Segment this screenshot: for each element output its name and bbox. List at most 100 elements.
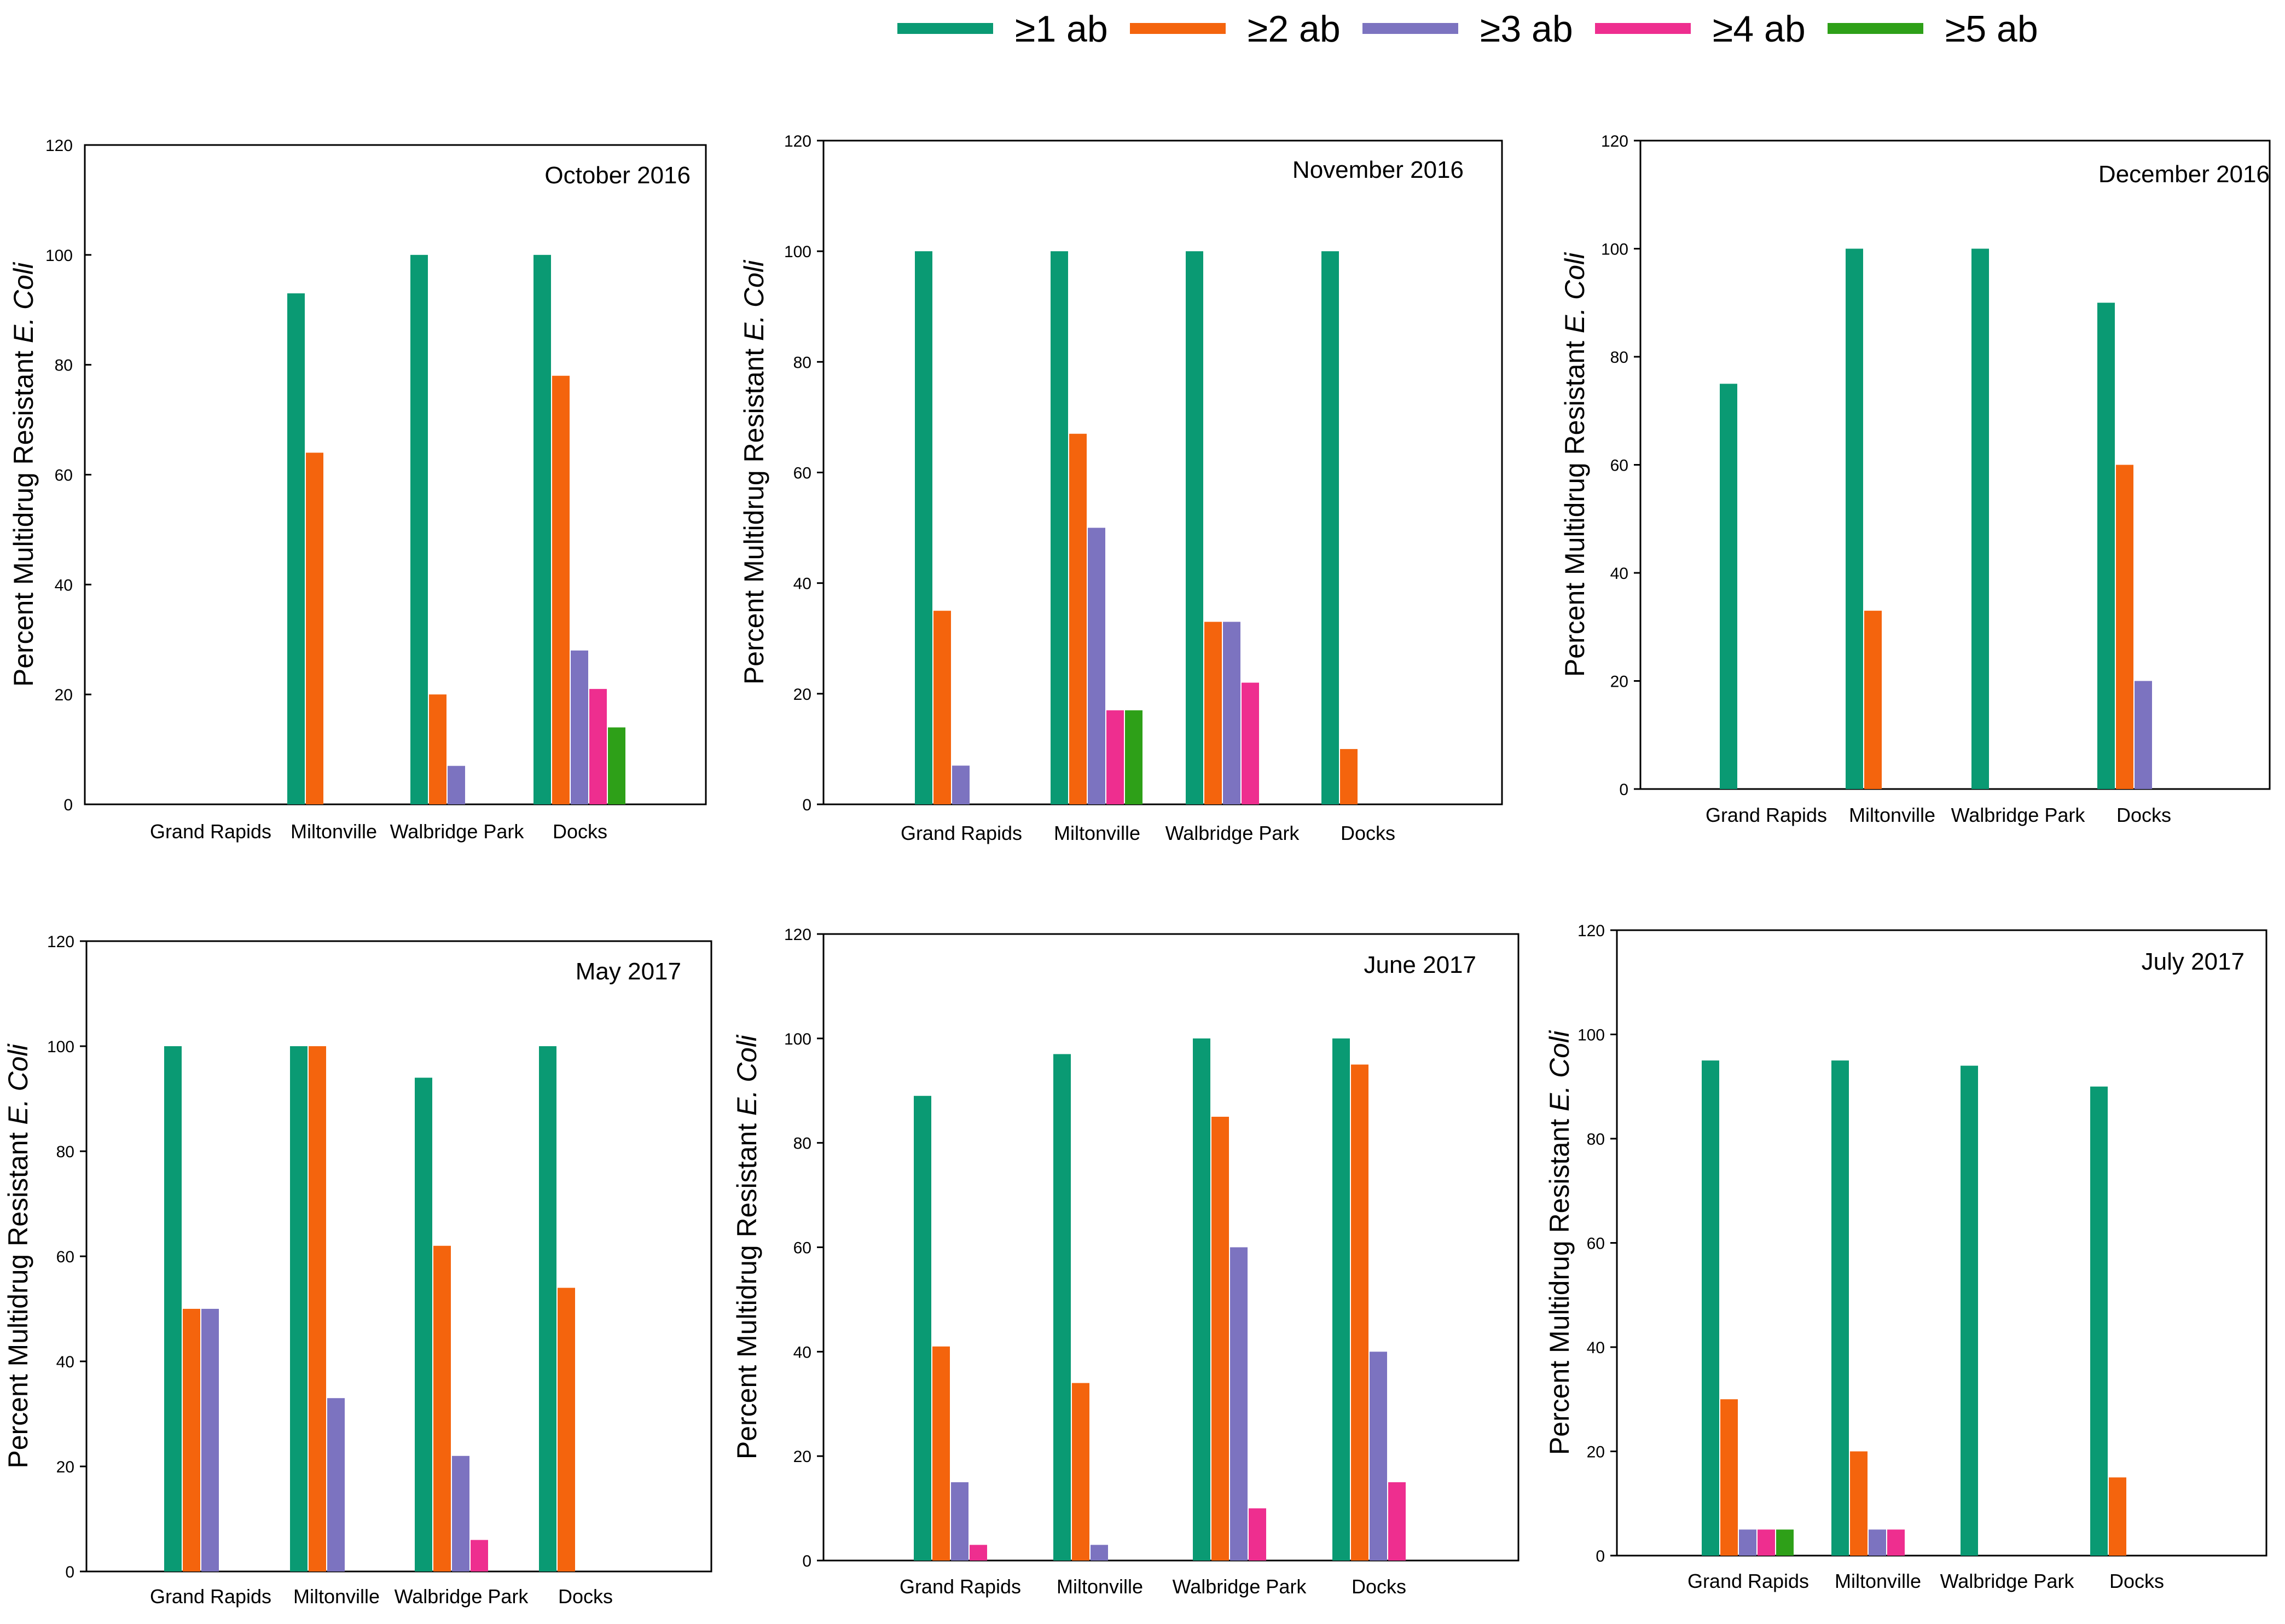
bar-miltonville-series-1: [290, 1046, 308, 1571]
bar-docks-series-3: [1370, 1352, 1387, 1561]
chart-panel: 0 20 40 60 80 100 120 Grand Rapids Miltonville Wa…: [1544, 922, 2267, 1592]
y-tick-label: 20: [56, 1458, 74, 1476]
panel-title: June 2017: [1364, 952, 1476, 978]
y-tick-label: 120: [47, 933, 74, 951]
bar-docks-series-3: [2135, 681, 2152, 789]
y-tick-label: 120: [45, 137, 73, 155]
x-category-label: Docks: [558, 1585, 613, 1608]
y-axis-title: Percent Multidrug Resistant E. Coli: [3, 1043, 33, 1468]
plot-frame: [84, 144, 707, 805]
y-axis-title-organism: E. Coli: [3, 1043, 33, 1124]
bar-docks-series-4: [589, 689, 607, 804]
y-tick-label: 100: [45, 247, 73, 265]
x-category-label: Grand Rapids: [1687, 1570, 1809, 1592]
x-category-label: Miltonville: [293, 1585, 380, 1608]
bar-docks-series-2: [2109, 1477, 2126, 1556]
y-tick-label: 120: [784, 132, 811, 150]
panel-title: November 2016: [1292, 156, 1464, 183]
y-tick-label: 20: [793, 686, 811, 704]
bar-walbridge-park-series-1: [1193, 1038, 1210, 1561]
legend-item: ≥3 ab: [1362, 8, 1573, 50]
bar-miltonville-series-3: [327, 1398, 345, 1571]
y-tick-label: 40: [56, 1353, 74, 1371]
bar-walbridge-park-series-3: [452, 1455, 469, 1571]
y-axis-title-organism: E. Coli: [732, 1034, 762, 1116]
x-category-label: Grand Rapids: [150, 1585, 271, 1608]
y-axis-title-organism: E. Coli: [1559, 252, 1590, 333]
legend-swatch: [1595, 23, 1691, 34]
bar-docks-series-5: [608, 727, 625, 804]
bar-grand-rapids-series-1: [915, 251, 932, 805]
chart-panels: 0 20 40 60 80 100 120 Grand Rapids Miltonville Wa…: [3, 132, 2271, 1608]
legend-label: ≥5 ab: [1945, 8, 2038, 50]
y-tick-label: 120: [1578, 922, 1605, 940]
panel-title: October 2016: [544, 162, 691, 189]
x-category-label: Grand Rapids: [1706, 804, 1827, 826]
bar-grand-rapids-series-3: [951, 1482, 968, 1561]
bar-grand-rapids-series-2: [183, 1309, 200, 1571]
y-tick-label: 80: [793, 1135, 811, 1153]
y-axis-title: Percent Multidrug Resistant E. Coli: [732, 1034, 762, 1459]
x-category-label: Grand Rapids: [901, 822, 1022, 844]
legend: ≥1 ab ≥2 ab ≥3 ab ≥4 ab ≥5 ab: [897, 8, 2038, 50]
bar-docks-series-2: [552, 375, 570, 804]
bar-miltonville-series-2: [306, 453, 323, 804]
bar-grand-rapids-series-2: [1720, 1399, 1738, 1556]
x-category-label: Walbridge Park: [390, 820, 525, 843]
bar-miltonville-series-1: [287, 293, 305, 804]
y-tick-label: 60: [56, 1248, 74, 1266]
bar-grand-rapids-series-4: [970, 1545, 987, 1561]
bar-docks-series-2: [558, 1287, 575, 1571]
y-tick-label: 60: [793, 1239, 811, 1257]
bar-walbridge-park-series-2: [1204, 622, 1222, 804]
y-tick-label: 80: [55, 357, 73, 375]
y-axis-title-organism: E. Coli: [1544, 1030, 1575, 1111]
bar-walbridge-park-series-1: [415, 1077, 432, 1571]
x-category-label: Walbridge Park: [1951, 804, 2086, 826]
bar-miltonville-series-2: [309, 1046, 326, 1571]
bar-miltonville-series-1: [1831, 1060, 1849, 1556]
bar-docks-series-1: [2097, 303, 2115, 789]
legend-swatch: [897, 23, 993, 34]
bar-grand-rapids-series-3: [201, 1309, 219, 1571]
y-tick-label: 100: [1578, 1026, 1605, 1045]
bar-miltonville-series-2: [1850, 1451, 1868, 1556]
bar-docks-series-1: [1332, 1038, 1350, 1561]
bar-miltonville-series-3: [1088, 527, 1105, 804]
x-category-label: Grand Rapids: [900, 1575, 1021, 1598]
y-tick-label: 120: [784, 926, 811, 944]
y-tick-label: 60: [793, 465, 811, 483]
bar-grand-rapids-series-2: [933, 611, 951, 804]
bar-grand-rapids-series-3: [1739, 1529, 1756, 1556]
x-category-label: Docks: [2109, 1570, 2164, 1592]
chart-panel: 0 20 40 60 80 100 120 Grand Rapids Miltonville Wa…: [1559, 132, 2271, 826]
bar-miltonville-series-5: [1125, 710, 1142, 804]
legend-label: ≥2 ab: [1248, 8, 1341, 50]
bar-miltonville-series-2: [1069, 433, 1087, 804]
x-category-label: Grand Rapids: [150, 820, 271, 843]
y-tick-label: 80: [1587, 1130, 1605, 1149]
bar-walbridge-park-series-4: [471, 1540, 488, 1571]
x-category-label: Miltonville: [291, 820, 377, 843]
bar-miltonville-series-2: [1864, 611, 1882, 789]
y-tick-label: 0: [65, 1563, 74, 1581]
bar-miltonville-series-1: [1053, 1054, 1071, 1561]
bar-grand-rapids-series-1: [164, 1046, 182, 1571]
x-category-label: Miltonville: [1054, 822, 1140, 844]
legend-item: ≥4 ab: [1595, 8, 1806, 50]
bar-walbridge-park-series-2: [1211, 1116, 1229, 1561]
y-tick-label: 20: [1610, 673, 1628, 691]
legend-item: ≥5 ab: [1828, 8, 2038, 50]
y-axis-title-text: Percent Multidrug Resistant: [739, 341, 769, 685]
chart-panel: 0 20 40 60 80 100 120 Grand Rapids Miltonville Wa…: [739, 132, 1503, 844]
y-tick-label: 0: [802, 1552, 811, 1570]
y-axis-title-organism: E. Coli: [739, 259, 769, 341]
y-tick-label: 80: [1610, 349, 1628, 367]
bar-docks-series-3: [571, 650, 588, 804]
x-category-label: Docks: [553, 820, 607, 843]
y-axis-title-organism: E. Coli: [8, 262, 39, 343]
bar-walbridge-park-series-2: [429, 694, 446, 804]
legend-swatch: [1362, 23, 1458, 34]
legend-item: ≥1 ab: [897, 8, 1108, 50]
x-category-label: Walbridge Park: [1165, 822, 1300, 844]
